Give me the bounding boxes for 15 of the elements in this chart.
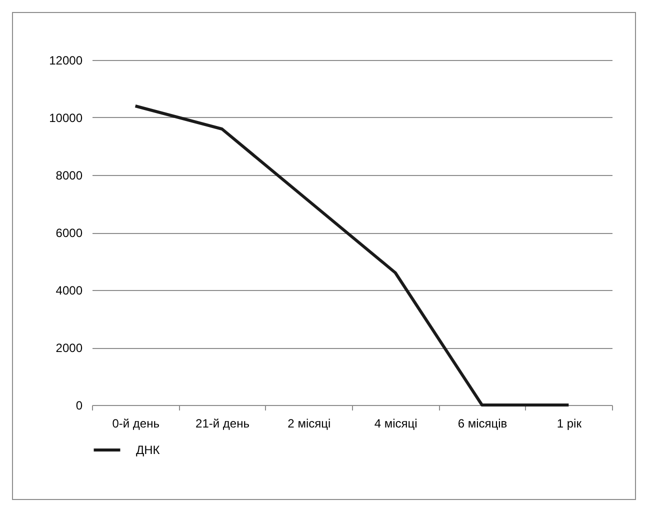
y-tick-label: 2000 bbox=[56, 341, 83, 355]
x-tick-label: 4 місяці bbox=[374, 416, 418, 430]
x-tick-label: 21-й день bbox=[196, 416, 250, 430]
y-tick-label: 0 bbox=[76, 398, 83, 412]
x-tick-label: 1 рік bbox=[556, 416, 582, 430]
y-tick-label: 12000 bbox=[49, 54, 83, 68]
legend-label: ДНК bbox=[136, 443, 160, 457]
x-tick-label: 2 місяці bbox=[288, 416, 331, 430]
x-tick-label: 0-й день bbox=[112, 416, 160, 430]
y-tick-label: 10000 bbox=[49, 111, 83, 125]
line-series bbox=[134, 104, 570, 406]
x-tick-label: 6 місяців bbox=[458, 416, 508, 430]
y-tick-label: 8000 bbox=[56, 168, 83, 182]
y-tick-label: 6000 bbox=[56, 226, 83, 240]
y-tick-label: 4000 bbox=[56, 284, 83, 298]
